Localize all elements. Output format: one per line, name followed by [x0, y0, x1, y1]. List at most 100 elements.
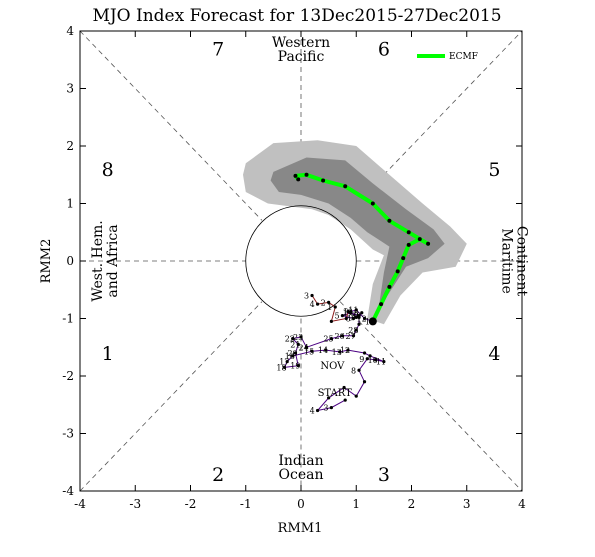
- observed-day-label: 9: [359, 355, 364, 364]
- observed-day-label: 17: [279, 358, 289, 367]
- observed-point: [299, 335, 303, 339]
- start-label: START: [318, 388, 353, 399]
- observed-point: [351, 334, 356, 338]
- observed-point: [346, 348, 350, 352]
- observed-day-label: 16: [285, 352, 295, 361]
- phase-diagonals: [79, 30, 523, 492]
- observed-point: [291, 337, 295, 341]
- observed-day-label: 7: [351, 313, 356, 322]
- phase-number-8: 8: [102, 159, 114, 181]
- observed-point: [310, 349, 314, 353]
- observed-point: [349, 310, 353, 314]
- observed-point: [362, 351, 367, 355]
- diagonal-line: [339, 301, 523, 492]
- observed-point: [351, 316, 356, 321]
- observed-day-label: 1: [343, 309, 348, 318]
- observed-point: [329, 337, 333, 341]
- phase-number-7: 7: [212, 38, 224, 60]
- observed-point: [282, 365, 287, 369]
- observed-day-label: 23: [293, 333, 303, 342]
- observed-point: [342, 385, 346, 390]
- observed-point: [291, 354, 295, 358]
- observed-day-label: 20: [287, 349, 297, 358]
- observed-point: [357, 368, 361, 372]
- observed-day-label: 19: [290, 362, 300, 371]
- x-tick-label: -2: [185, 497, 197, 511]
- observed-point: [354, 394, 358, 398]
- ecmf-mean-point: [406, 242, 411, 247]
- observed-day-label: 11: [348, 306, 358, 315]
- observed-day-label: 12: [357, 315, 367, 324]
- observed-point: [357, 315, 361, 319]
- forecast-spread-shading: [243, 140, 467, 325]
- ecmf-mean-point: [406, 230, 411, 235]
- chart-title: MJO Index Forecast for 13Dec2015-27Dec20…: [92, 6, 501, 26]
- diagonal-line: [79, 30, 263, 221]
- observed-day-label: 3: [323, 404, 328, 413]
- observed-early-point: [344, 316, 348, 321]
- observed-day-label: 15: [304, 347, 314, 356]
- observed-day-label: 21: [290, 340, 300, 349]
- observed-point: [354, 328, 358, 332]
- observed-point: [340, 334, 345, 338]
- observed-day-label: 9: [348, 313, 353, 322]
- observed-point: [285, 360, 289, 364]
- observed-point: [360, 311, 364, 315]
- y-tick-label: -2: [62, 369, 74, 383]
- x-axis-label: RMM1: [278, 521, 323, 536]
- observed-day-label: 4: [310, 407, 315, 416]
- x-tick-label: 1: [352, 497, 360, 511]
- observed-point: [368, 354, 372, 358]
- region-top-label: Western: [272, 35, 330, 51]
- observed-point: [373, 358, 378, 362]
- spread-inner: [270, 157, 445, 310]
- x-tick-label: 4: [518, 497, 526, 511]
- y-tick-label: 0: [66, 254, 74, 268]
- ecmf-mean-point: [370, 201, 375, 206]
- diagonal-line: [339, 30, 523, 221]
- observed-point: [324, 348, 328, 352]
- observed-point: [362, 380, 367, 384]
- observed-point: [296, 342, 300, 346]
- observed-early-point: [327, 300, 331, 304]
- ecmf-mean-point: [304, 172, 309, 177]
- observed-point: [329, 406, 333, 410]
- observed-day-label: 28: [348, 326, 358, 335]
- observed-day-label: 11: [376, 358, 386, 367]
- observed-day-label: 24: [299, 343, 309, 352]
- ecmf-mean-point: [395, 269, 400, 274]
- observed-early-point: [315, 302, 320, 306]
- y-tick-label: -1: [62, 312, 74, 326]
- observed-point: [343, 398, 347, 402]
- region-right-label: Maritime: [499, 228, 515, 294]
- observed-day-label: 8: [351, 366, 356, 375]
- month-label: NOV: [320, 361, 345, 372]
- phase-number-4: 4: [488, 343, 500, 365]
- unit-circle: [245, 205, 357, 317]
- observed-early-point: [329, 319, 333, 323]
- x-tick-label: 3: [463, 497, 471, 511]
- ecmf-mean-point: [293, 173, 298, 178]
- y-tick-label: 1: [66, 197, 74, 211]
- observed-point: [362, 316, 367, 321]
- observed-day-label: 10: [368, 356, 378, 365]
- observed-point: [327, 396, 331, 400]
- region-left-label: and Africa: [105, 224, 121, 297]
- observed-point: [315, 408, 320, 413]
- legend: ECMF: [417, 52, 478, 62]
- observed-point: [304, 345, 309, 349]
- observed-point: [354, 308, 358, 312]
- observed-early-day-label: 1: [327, 303, 332, 312]
- observed-point: [365, 357, 369, 361]
- observed-day-label: 26: [334, 332, 344, 341]
- phase-number-6: 6: [378, 38, 390, 60]
- phase-number-3: 3: [378, 464, 390, 486]
- observed-point: [357, 322, 361, 326]
- observed-early-day-label: 3: [304, 292, 309, 301]
- y-axis-label: RMM2: [39, 239, 54, 284]
- ecmf-mean-point: [387, 284, 392, 289]
